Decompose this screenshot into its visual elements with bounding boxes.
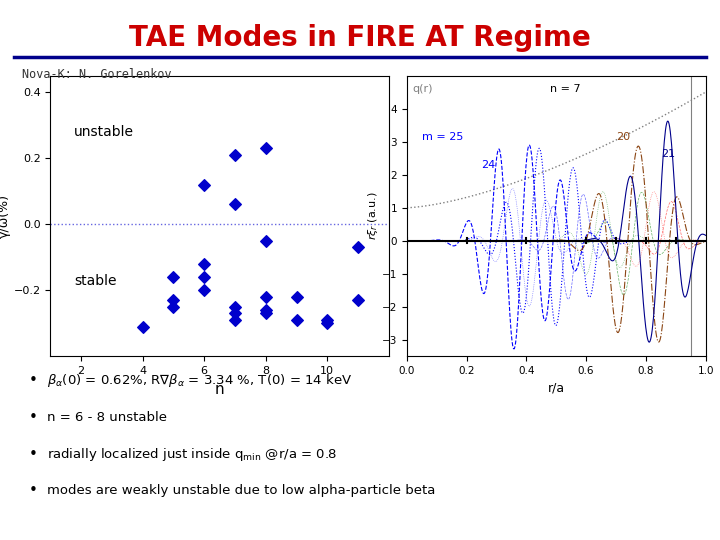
Y-axis label: $r\xi_r$ (a.u.): $r\xi_r$ (a.u.) — [366, 192, 380, 240]
Text: 24: 24 — [482, 160, 496, 171]
Point — [352, 296, 364, 305]
Text: •: • — [29, 483, 37, 498]
Point — [322, 316, 333, 325]
Point — [260, 306, 271, 314]
Text: •: • — [29, 410, 37, 425]
Y-axis label: γ/ω(%): γ/ω(%) — [0, 194, 11, 238]
Point — [229, 316, 240, 325]
Point — [199, 260, 210, 268]
Text: modes are weakly unstable due to low alpha-particle beta: modes are weakly unstable due to low alp… — [47, 484, 435, 497]
X-axis label: r/a: r/a — [548, 382, 564, 395]
Point — [260, 293, 271, 301]
Point — [199, 273, 210, 281]
Point — [260, 144, 271, 153]
Point — [291, 293, 302, 301]
Point — [168, 302, 179, 311]
Point — [322, 319, 333, 328]
Text: n = 6 - 8 unstable: n = 6 - 8 unstable — [47, 411, 167, 424]
Text: unstable: unstable — [74, 125, 134, 139]
Text: •: • — [29, 447, 37, 462]
Point — [168, 296, 179, 305]
Point — [168, 273, 179, 281]
Point — [199, 286, 210, 295]
Point — [137, 322, 148, 331]
Text: m = 25: m = 25 — [422, 132, 463, 143]
Text: n = 7: n = 7 — [550, 84, 581, 94]
Text: stable: stable — [74, 274, 117, 288]
Text: 21: 21 — [661, 149, 675, 159]
Point — [229, 200, 240, 209]
Point — [352, 243, 364, 252]
Point — [260, 309, 271, 318]
Point — [229, 302, 240, 311]
Text: 20: 20 — [616, 132, 630, 143]
Point — [229, 151, 240, 159]
Text: Nova-K: N. Gorelenkov: Nova-K: N. Gorelenkov — [22, 68, 171, 80]
Point — [199, 180, 210, 189]
Point — [260, 237, 271, 245]
Text: radially localized just inside q$_{\rm min}$ @r/a = 0.8: radially localized just inside q$_{\rm m… — [47, 446, 337, 463]
Text: •: • — [29, 373, 37, 388]
Text: $\beta_{\alpha}$(0) = 0.62%, R$\nabla\beta_{\alpha}$ = 3.34 %, T(0) = 14 keV: $\beta_{\alpha}$(0) = 0.62%, R$\nabla\be… — [47, 372, 352, 389]
Text: TAE Modes in FIRE AT Regime: TAE Modes in FIRE AT Regime — [129, 24, 591, 52]
Point — [229, 309, 240, 318]
Point — [291, 316, 302, 325]
Text: q(r): q(r) — [413, 84, 433, 94]
X-axis label: n: n — [215, 382, 225, 397]
